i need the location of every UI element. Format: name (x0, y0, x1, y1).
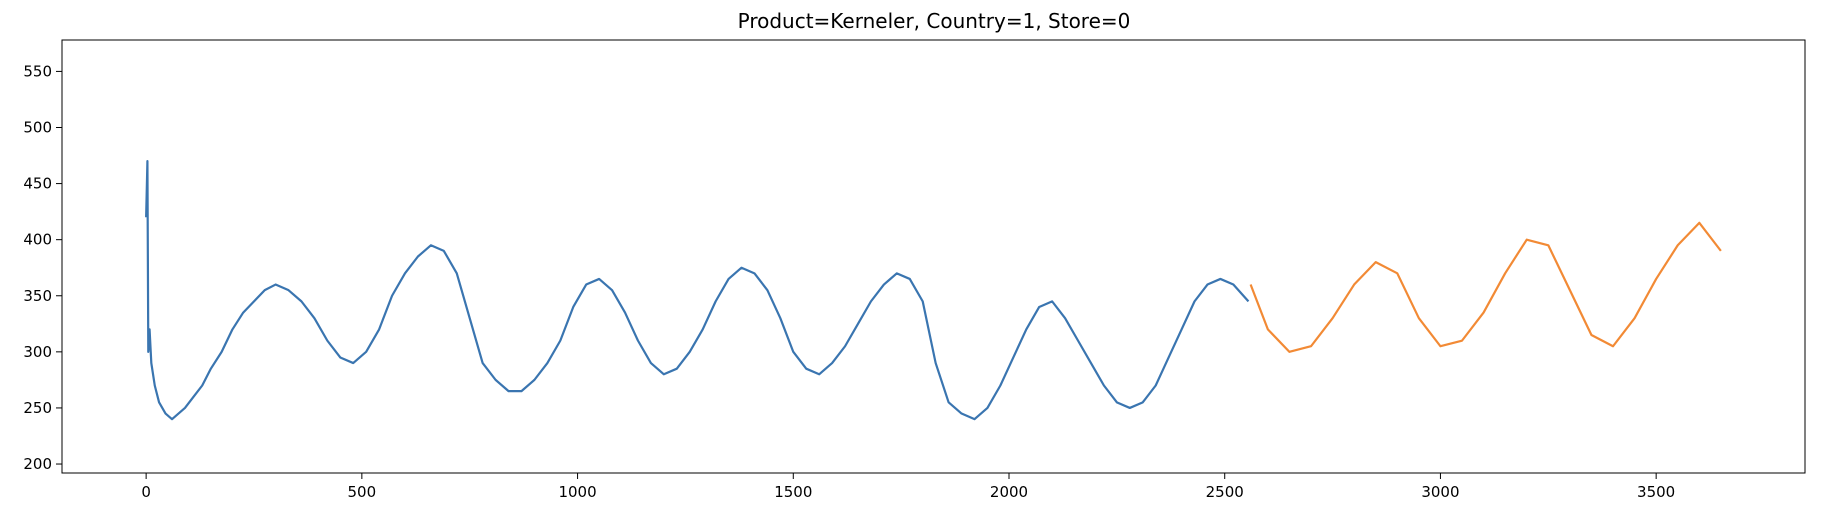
x-axis: 0 500 1000 1500 2000 2500 3000 3500 (141, 473, 1675, 501)
x-tick-label: 1000 (558, 483, 596, 501)
x-tick-label: 3000 (1421, 483, 1459, 501)
y-tick-label: 400 (23, 231, 52, 249)
x-tick-label: 0 (141, 483, 151, 501)
plot-frame (61, 39, 1806, 474)
x-tick-label: 2500 (1206, 483, 1244, 501)
y-tick-label: 200 (23, 455, 52, 473)
x-tick-label: 2000 (990, 483, 1028, 501)
y-axis: 200 250 300 350 400 450 500 550 (23, 62, 62, 473)
series-line-2 (1249, 221, 1722, 353)
series-layer (145, 160, 1722, 421)
y-tick-label: 550 (23, 62, 52, 80)
y-tick-label: 250 (23, 399, 52, 417)
chart-title: Product=Kerneler, Country=1, Store=0 (738, 9, 1131, 33)
y-tick-label: 350 (23, 287, 52, 305)
y-tick-label: 300 (23, 343, 52, 361)
x-tick-label: 3500 (1637, 483, 1675, 501)
y-tick-label: 500 (23, 118, 52, 136)
x-tick-label: 1500 (774, 483, 812, 501)
x-tick-label: 500 (348, 483, 377, 501)
y-tick-label: 450 (23, 175, 52, 193)
series-line-1 (145, 160, 1250, 421)
